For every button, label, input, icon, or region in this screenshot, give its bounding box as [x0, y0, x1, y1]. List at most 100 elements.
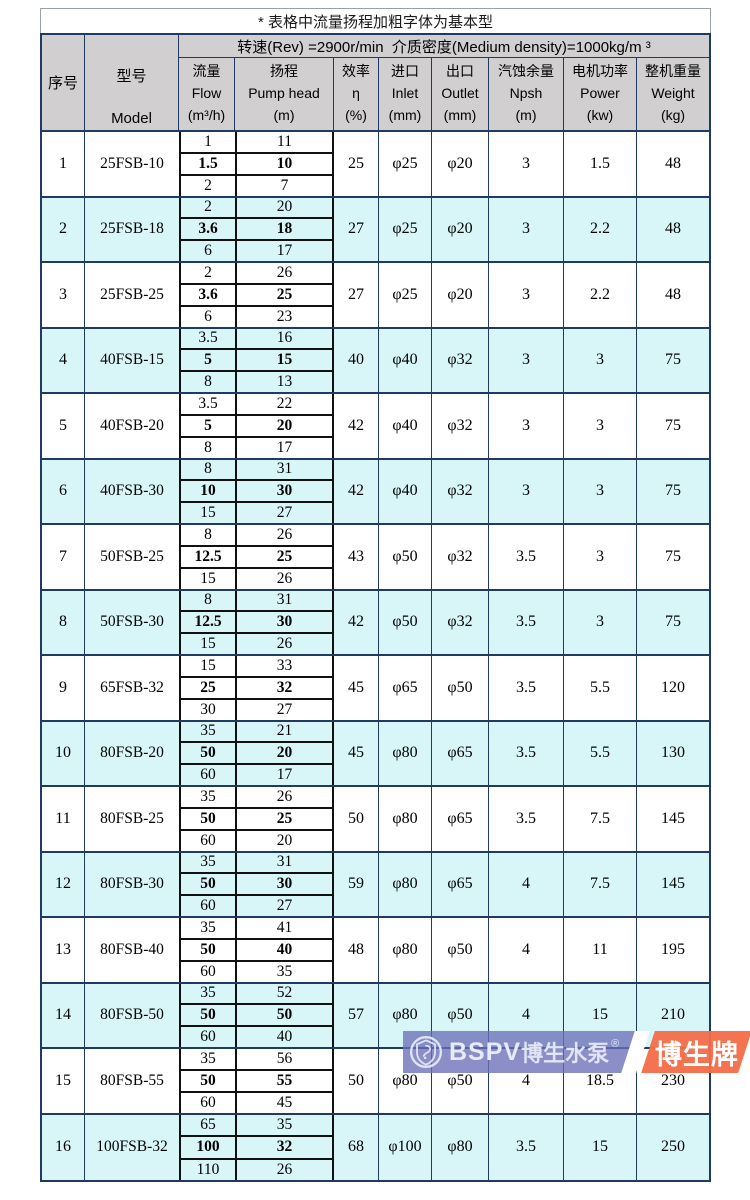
- row-number: 14: [42, 983, 85, 1047]
- flow-value-rated: 10: [181, 479, 235, 504]
- table-row: 10 80FSB-20 35 50 60 21 20 17 45 φ80 φ65…: [42, 721, 709, 787]
- power-cell: 3: [564, 525, 637, 589]
- flow-value: 60: [200, 1093, 216, 1111]
- head-value-rated: 10: [237, 151, 332, 176]
- inlet-cell: φ80: [379, 721, 432, 785]
- flow-value-rated: 12.5: [181, 544, 235, 569]
- model-cell: 80FSB-30: [100, 875, 164, 893]
- row-number: 15: [42, 1049, 85, 1113]
- head-value-rated: 50: [237, 1003, 332, 1028]
- outlet-cell: φ65: [432, 787, 489, 851]
- head-value: 26: [276, 787, 293, 805]
- head-column: 20 18 17: [237, 198, 332, 262]
- flow-value: 2: [204, 176, 212, 194]
- header-columns: 流量 Flow (m³/h) 扬程 Pump head (m) 效率 η (%): [179, 58, 709, 130]
- flow-head-block: 3.5 5 8 16 15 13: [179, 328, 334, 393]
- inlet-cell: φ25: [379, 263, 432, 327]
- flow-head-block: 35 50 60 26 25 20: [179, 787, 334, 851]
- npsh-cell: 3: [489, 394, 564, 458]
- head-column: 26 25 26: [237, 525, 332, 589]
- power-cell: 2.2: [564, 197, 637, 261]
- flow-column: 35 50 60: [181, 721, 237, 785]
- header-inlet: 进口 Inlet (mm): [379, 58, 432, 130]
- flow-column: 1 1.5 2: [181, 132, 237, 196]
- efficiency-cell: 42: [334, 590, 379, 654]
- table-title: * 表格中流量扬程加粗字体为基本型: [40, 8, 711, 33]
- head-column: 31 30 27: [237, 853, 332, 917]
- outlet-cell: φ65: [432, 721, 489, 785]
- efficiency-cell: 45: [334, 656, 379, 720]
- npsh-cell: 3: [489, 263, 564, 327]
- flow-value: 35: [200, 1049, 216, 1067]
- head-column: 41 40 35: [237, 918, 332, 982]
- flow-value: 2: [204, 263, 212, 281]
- power-cell: 7.5: [564, 852, 637, 916]
- header-inlet-unit: (mm): [388, 106, 422, 123]
- head-value: 17: [276, 242, 293, 260]
- outlet-cell: φ32: [432, 459, 489, 523]
- row-number: 6: [42, 459, 85, 523]
- head-value: 26: [276, 569, 293, 587]
- header-eff: 效率 η (%): [334, 58, 379, 130]
- flow-value-rated: 1.5: [181, 151, 235, 176]
- head-column: 16 15 13: [237, 329, 332, 393]
- head-column: 26 25 23: [237, 263, 332, 327]
- header-power: 电机功率 Power (kw): [564, 58, 637, 130]
- flow-head-block: 1 1.5 2 11 10 7: [179, 132, 334, 196]
- npsh-cell: 4: [489, 852, 564, 916]
- head-column: 31 30 27: [237, 460, 332, 524]
- header-eff-cn: 效率: [342, 63, 370, 80]
- row-number: 7: [42, 525, 85, 589]
- header-flow: 流量 Flow (m³/h): [179, 58, 235, 130]
- model-cell: 25FSB-18: [100, 220, 164, 238]
- weight-cell: 130: [661, 744, 685, 762]
- efficiency-cell: 50: [334, 787, 379, 851]
- flow-value: 60: [200, 897, 216, 915]
- header-flow-en: Flow: [191, 85, 222, 102]
- head-value: 31: [276, 853, 293, 871]
- head-value-rated: 30: [237, 479, 332, 504]
- head-value-rated: 25: [237, 282, 332, 307]
- head-value-rated: 32: [237, 1135, 332, 1160]
- flow-head-block: 15 25 30 33 32 27: [179, 656, 334, 720]
- flow-head-block: 3.5 5 8 22 20 17: [179, 394, 334, 458]
- power-cell: 3: [564, 394, 637, 458]
- head-value-rated: 20: [237, 413, 332, 438]
- head-value: 35: [276, 962, 293, 980]
- table-row: 7 50FSB-25 8 12.5 15 26 25 26 43 φ50 φ32…: [42, 525, 709, 591]
- head-value: 26: [276, 635, 293, 653]
- brand-watermark: BSPV 博生水泵 ® 博生牌: [403, 1031, 750, 1073]
- weight-cell: 230: [661, 1071, 685, 1089]
- inlet-cell: φ40: [379, 394, 432, 458]
- outlet-cell: φ80: [432, 1114, 489, 1180]
- flow-value: 3.5: [198, 329, 218, 347]
- efficiency-cell: 27: [334, 263, 379, 327]
- inlet-cell: φ80: [379, 918, 432, 982]
- outlet-cell: φ20: [432, 132, 489, 196]
- head-column: 35 32 26: [237, 1115, 332, 1181]
- flow-value: 35: [200, 984, 216, 1002]
- efficiency-cell: 42: [334, 394, 379, 458]
- header-npsh-en: Npsh: [509, 85, 543, 102]
- header-power-unit: (kw): [586, 106, 614, 123]
- head-value-rated: 25: [237, 806, 332, 831]
- inlet-cell: φ80: [379, 983, 432, 1047]
- row-number: 3: [42, 263, 85, 327]
- table-row: 5 40FSB-20 3.5 5 8 22 20 17 42 φ40 φ32 3…: [42, 394, 709, 460]
- flow-head-block: 8 12.5 15 31 30 26: [179, 590, 334, 654]
- flow-value-rated: 50: [181, 937, 235, 962]
- model-cell: 80FSB-20: [100, 744, 164, 762]
- efficiency-cell: 50: [334, 1049, 379, 1113]
- flow-column: 35 50 60: [181, 918, 237, 982]
- npsh-cell: 3.5: [489, 787, 564, 851]
- header-npsh: 汽蚀余量 Npsh (m): [489, 58, 564, 130]
- head-value: 35: [276, 1115, 293, 1133]
- header-weight: 整机重量 Weight (kg): [637, 58, 709, 130]
- npsh-cell: 3.5: [489, 525, 564, 589]
- header-npsh-cn: 汽蚀余量: [498, 63, 554, 80]
- flow-value: 15: [200, 504, 216, 522]
- table-row: 16 100FSB-32 65 100 110 35 32 26 68 φ100…: [42, 1114, 709, 1181]
- flow-head-block: 35 50 60 21 20 17: [179, 721, 334, 785]
- head-value: 22: [276, 394, 293, 412]
- head-value: 26: [276, 263, 293, 281]
